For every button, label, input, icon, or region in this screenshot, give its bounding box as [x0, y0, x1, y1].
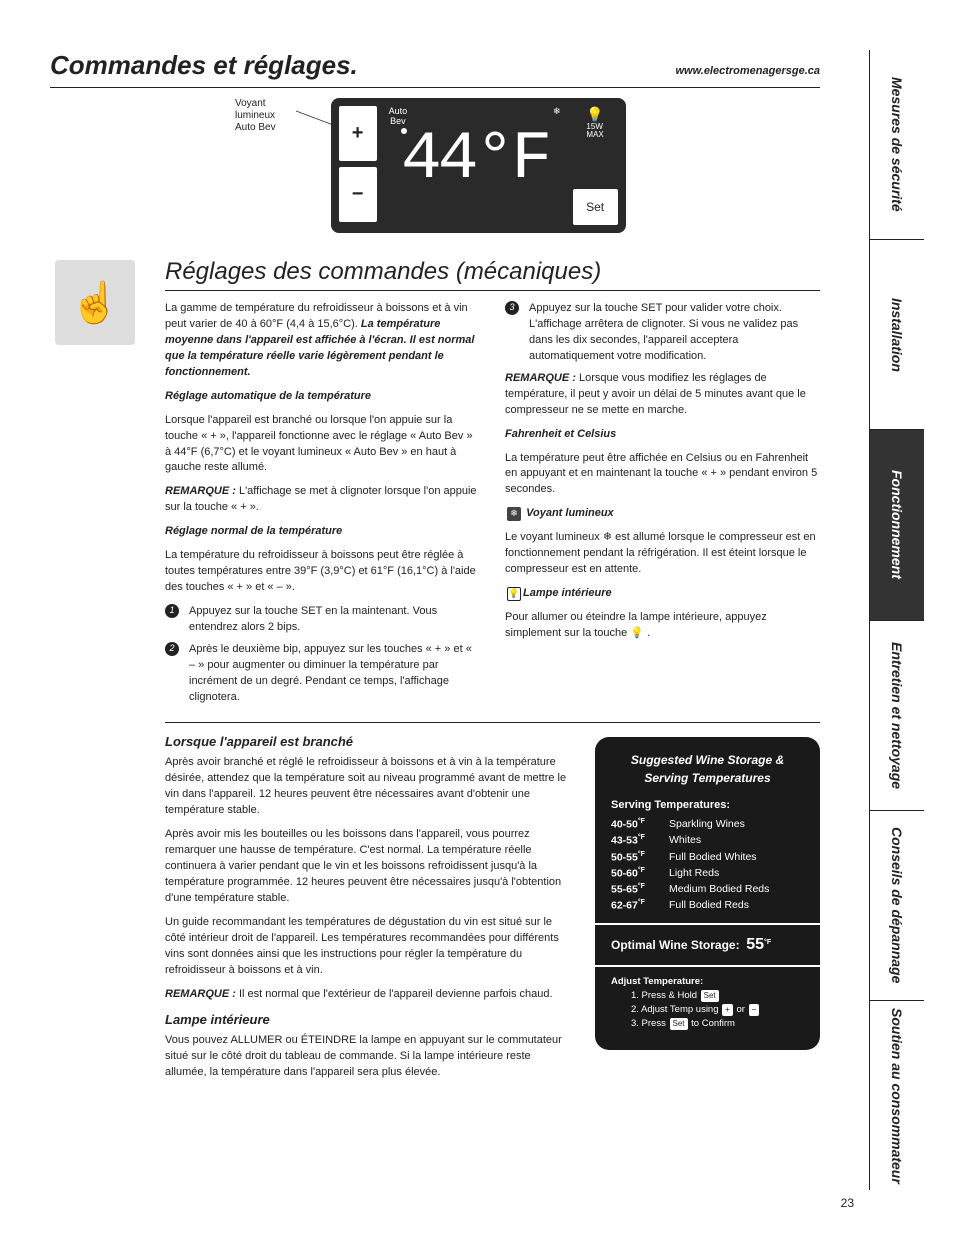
- tab-fonctionnement[interactable]: Fonctionnement: [869, 429, 924, 619]
- icon-heading: 💡Lampe intérieure: [505, 586, 820, 602]
- numbered-step: 1Appuyez sur la touche SET en la mainten…: [165, 604, 480, 636]
- wine-row: 55-65°FMedium Bodied Reds: [611, 882, 804, 898]
- optimal-storage: Optimal Wine Storage: 55°F: [611, 933, 804, 957]
- section-2: Lorsque l'appareil est branché Après avo…: [165, 733, 820, 1090]
- paragraph: Pour allumer ou éteindre la lampe intéri…: [505, 610, 820, 642]
- plus-icon: +: [722, 1004, 733, 1016]
- numbered-step: 3Appuyez sur la touche SET pour valider …: [505, 301, 820, 365]
- tab-depannage[interactable]: Conseils de dépannage: [869, 810, 924, 1000]
- tab-entretien[interactable]: Entretien et nettoyage: [869, 620, 924, 810]
- paragraph: Après avoir mis les bouteilles ou les bo…: [165, 827, 570, 907]
- right-column: 3Appuyez sur la touche SET pour valider …: [505, 301, 820, 712]
- bulb-icon: 💡: [507, 587, 521, 601]
- paragraph: La température du refroidisseur à boisso…: [165, 548, 480, 596]
- sub-header: Réglages des commandes (mécaniques): [165, 258, 820, 291]
- tab-installation[interactable]: Installation: [869, 239, 924, 429]
- wine-rows: 40-50°FSparkling Wines43-53°FWhites50-55…: [611, 817, 804, 915]
- wine-row: 43-53°FWhites: [611, 833, 804, 849]
- divider: [595, 965, 820, 967]
- wine-row: 40-50°FSparkling Wines: [611, 817, 804, 833]
- page-header: Commandes et réglages. www.electromenage…: [50, 50, 820, 88]
- tab-soutien[interactable]: Soutien au consommateur: [869, 1000, 924, 1190]
- lcd-display-figure: Voyant lumineux Auto Bev + − Auto Bev ❄ …: [235, 98, 914, 233]
- lcd-panel: + − Auto Bev ❄ 44°F 💡 15W MAX Set: [331, 98, 626, 233]
- caption-line: Voyant: [235, 98, 276, 110]
- tab-securite[interactable]: Mesures de sécurité: [869, 50, 924, 239]
- page-number: 23: [841, 1196, 854, 1210]
- wine-serving-header: Serving Temperatures:: [611, 797, 804, 814]
- bulb-max-label: 15W MAX: [586, 123, 603, 139]
- page-title: Commandes et réglages.: [50, 50, 358, 81]
- paragraph: La gamme de température du refroidisseur…: [165, 301, 480, 381]
- hand-pointing-icon: [55, 260, 135, 345]
- bulb-cluster: 💡 15W MAX: [573, 106, 618, 139]
- step-number-icon: 3: [505, 301, 519, 315]
- wine-card-title: Suggested Wine Storage & Serving Tempera…: [611, 751, 804, 787]
- minus-button[interactable]: −: [339, 167, 377, 222]
- set-icon: Set: [670, 1018, 688, 1030]
- wine-card-wrapper: Suggested Wine Storage & Serving Tempera…: [595, 733, 820, 1090]
- header-url: www.electromenagersge.ca: [676, 65, 821, 77]
- lcd-caption: Voyant lumineux Auto Bev: [235, 98, 276, 134]
- wine-row: 50-60°FLight Reds: [611, 866, 804, 882]
- paragraph: Après avoir branché et réglé le refroidi…: [165, 755, 570, 819]
- paragraph: REMARQUE : Lorsque vous modifiez les rég…: [505, 371, 820, 419]
- paragraph: Le voyant lumineux ❄ est allumé lorsque …: [505, 530, 820, 578]
- minus-icon: −: [749, 1004, 760, 1016]
- side-tabs: Mesures de sécurité Installation Fonctio…: [869, 50, 924, 1190]
- subheading: Réglage automatique de la température: [165, 389, 480, 405]
- step-number-icon: 2: [165, 642, 179, 656]
- step-number-icon: 1: [165, 604, 179, 618]
- divider: [165, 722, 820, 723]
- wine-row: 62-67°FFull Bodied Reds: [611, 898, 804, 914]
- paragraph: REMARQUE : L'affichage se met à clignote…: [165, 484, 480, 516]
- icon-heading: ❄ Voyant lumineux: [505, 506, 820, 522]
- arrow-line-icon: [296, 106, 336, 136]
- caption-line: Auto Bev: [235, 122, 276, 134]
- subheading: Fahrenheit et Celsius: [505, 427, 820, 443]
- lcd-left-buttons: + −: [339, 106, 377, 225]
- wine-storage-card: Suggested Wine Storage & Serving Tempera…: [595, 737, 820, 1050]
- divider: [595, 923, 820, 925]
- set-button[interactable]: Set: [573, 189, 618, 225]
- subheading: Lampe intérieure: [165, 1011, 570, 1030]
- subheading: Lorsque l'appareil est branché: [165, 733, 570, 752]
- set-icon: Set: [701, 990, 719, 1002]
- body-columns: La gamme de température du refroidisseur…: [165, 301, 820, 712]
- paragraph: Un guide recommandant les températures d…: [165, 915, 570, 979]
- adjust-instructions: Adjust Temperature: 1. Press & Hold Set …: [611, 975, 804, 1032]
- wine-row: 50-55°FFull Bodied Whites: [611, 850, 804, 866]
- caption-line: lumineux: [235, 110, 276, 122]
- lcd-center: Auto Bev ❄ 44°F: [383, 106, 567, 225]
- snowflake-icon: ❄: [507, 507, 521, 521]
- paragraph: Vous pouvez ALLUMER ou ÉTEINDRE la lampe…: [165, 1033, 570, 1081]
- bulb-icon: 💡: [586, 106, 603, 123]
- temperature-readout: 44°F: [383, 126, 567, 194]
- section2-left: Lorsque l'appareil est branché Après avo…: [165, 733, 570, 1090]
- subheading: Réglage normal de la température: [165, 524, 480, 540]
- paragraph: Lorsque l'appareil est branché ou lorsqu…: [165, 413, 480, 477]
- left-column: La gamme de température du refroidisseur…: [165, 301, 480, 712]
- paragraph: La température peut être affichée en Cel…: [505, 451, 820, 499]
- lcd-right-col: 💡 15W MAX Set: [573, 106, 618, 225]
- paragraph: REMARQUE : Il est normal que l'extérieur…: [165, 987, 570, 1003]
- snowflake-icon: ❄: [553, 106, 561, 126]
- numbered-step: 2Après le deuxième bip, appuyez sur les …: [165, 642, 480, 706]
- plus-button[interactable]: +: [339, 106, 377, 161]
- auto-bev-light-icon: [401, 128, 407, 134]
